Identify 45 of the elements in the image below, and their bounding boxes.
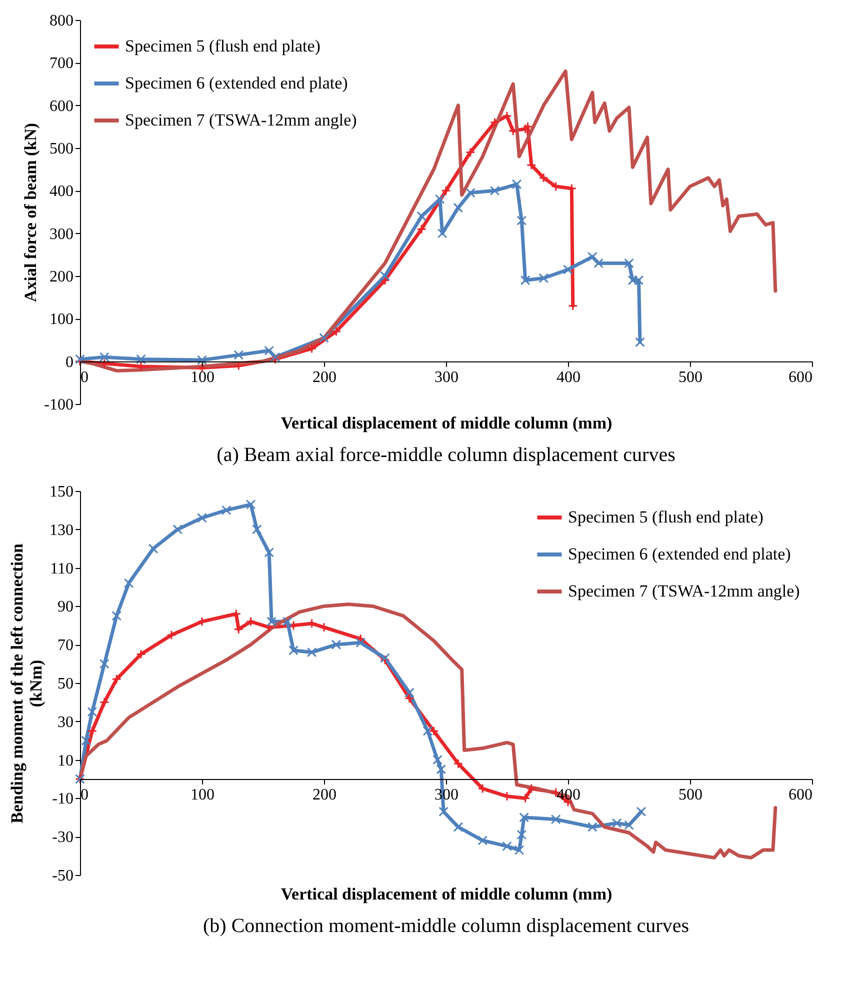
x-tick-label: 600	[788, 368, 812, 386]
y-tick-label: 110	[50, 560, 74, 578]
x-tick-label: 300	[434, 368, 458, 386]
y-tick-label: -100	[44, 396, 74, 414]
legend-label: Specimen 7 (TSWA-12mm angle)	[125, 110, 357, 130]
y-tick-label: 300	[50, 226, 74, 243]
x-tick-label: 400	[556, 368, 580, 386]
x-tick-label: 100	[190, 368, 214, 386]
y-tick-label: 150	[50, 484, 74, 500]
y-axis-title: Bending moment of the left connection (kNm)	[8, 542, 46, 824]
y-tick-label: 30	[58, 714, 74, 731]
y-tick-label: 700	[50, 55, 74, 72]
y-tick-label: 10	[58, 752, 74, 770]
y-tick-label: 100	[50, 311, 74, 328]
x-tick-label: 500	[678, 786, 702, 804]
legend-label: Specimen 5 (flush end plate)	[568, 508, 764, 526]
x-tick-label: 200	[312, 786, 336, 804]
y-tick-label: 90	[58, 598, 74, 616]
y-tick-label: -30	[52, 829, 74, 846]
y-tick-label: 400	[50, 183, 74, 200]
text: (a) Beam axial force-middle column displacement curves	[216, 444, 676, 466]
x-tick-label: 500	[678, 368, 702, 386]
x-tick-label: 100	[190, 786, 214, 804]
legend-label: Specimen 7 (TSWA-12mm angle)	[568, 582, 800, 600]
y-tick-label: -10	[52, 790, 74, 808]
y-tick-label: 600	[50, 98, 74, 115]
legend-label: Specimen 6 (extended end plate)	[568, 544, 791, 564]
x-tick-label: 0	[80, 786, 88, 804]
x-tick-label: 600	[788, 786, 812, 804]
y-tick-label: 50	[58, 676, 74, 692]
x-tick-label: 0	[80, 368, 88, 386]
y-tick-label: 200	[50, 268, 74, 286]
legend-label: Specimen 6 (extended end plate)	[125, 74, 348, 92]
y-tick-label: 0	[66, 354, 74, 371]
y-tick-label: 70	[58, 637, 74, 654]
x-axis-title: Vertical displacement of middle column (mm)	[280, 414, 612, 432]
x-tick-label: 200	[312, 368, 336, 386]
x-axis-title: Vertical displacement of middle column (mm)	[280, 884, 612, 904]
y-tick-label: 800	[50, 12, 74, 30]
legend-label: Specimen 5 (flush end plate)	[125, 36, 320, 56]
text: (b) Connection moment-middle column displacement curves	[203, 915, 690, 937]
y-tick-label: 500	[50, 140, 74, 158]
y-tick-label: -50	[52, 868, 74, 884]
y-axis-title: Axial force of beam (kN)	[21, 122, 40, 302]
y-tick-label: 130	[50, 522, 74, 539]
